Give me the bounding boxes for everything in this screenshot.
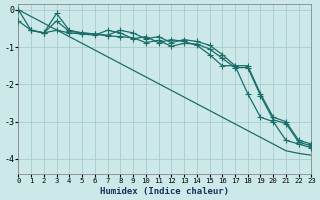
X-axis label: Humidex (Indice chaleur): Humidex (Indice chaleur) — [100, 187, 229, 196]
